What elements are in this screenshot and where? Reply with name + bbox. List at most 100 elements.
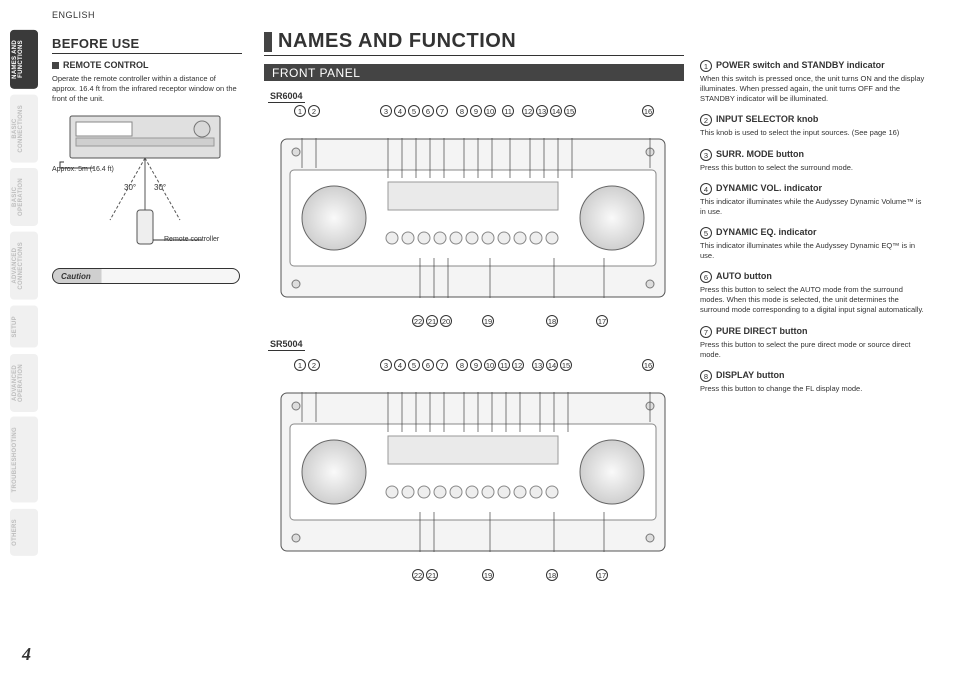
callout-17: 17 bbox=[596, 569, 608, 581]
before-use-heading: BEFORE USE bbox=[52, 36, 242, 54]
nav-tab[interactable]: SETUP bbox=[10, 306, 38, 348]
desc-item: 8 DISPLAY button Press this button to chan… bbox=[700, 370, 928, 394]
desc-item-body: This knob is used to select the input so… bbox=[700, 128, 928, 138]
descriptions-column: 1POWER switch and STANDBY indicatorWhen … bbox=[700, 60, 928, 404]
callout-11: 11 bbox=[502, 105, 514, 117]
page-title: NAMES AND FUNCTION bbox=[278, 30, 516, 53]
callout-22: 22 bbox=[412, 569, 424, 581]
model-label-sr6004: SR6004 bbox=[268, 91, 305, 103]
callout-1: 1 bbox=[294, 359, 306, 371]
callouts-sr5004-bottom: 2221191817 bbox=[264, 569, 682, 585]
desc-item-title: AUTO button bbox=[716, 271, 772, 282]
nav-tab[interactable]: ADVANCED CONNECTIONS bbox=[10, 232, 38, 300]
callouts-sr6004-top: 12345678910111213141516 bbox=[264, 105, 682, 121]
callout-14: 14 bbox=[546, 359, 558, 371]
callout-9: 9 bbox=[470, 105, 482, 117]
desc-item-heading: 6 AUTO button bbox=[700, 271, 928, 283]
callout-5: 5 bbox=[408, 105, 420, 117]
desc-item: 7PURE DIRECT button Press this button to … bbox=[700, 326, 928, 360]
callout-22: 22 bbox=[412, 315, 424, 327]
panel-sr6004-svg bbox=[280, 127, 666, 309]
nav-tab[interactable]: BASIC OPERATION bbox=[10, 168, 38, 226]
page-number: 4 bbox=[22, 644, 31, 665]
desc-item-heading: 8 DISPLAY button bbox=[700, 370, 928, 382]
distance-label: Approx. 5m (16.4 ft) bbox=[52, 166, 114, 173]
callout-12: 12 bbox=[512, 359, 524, 371]
model-label-sr5004: SR5004 bbox=[268, 339, 305, 351]
nav-tab[interactable]: NAMES AND FUNCTIONS bbox=[10, 30, 38, 89]
desc-item-heading: 5DYNAMIC EQ. indicator bbox=[700, 227, 928, 239]
section-bar: FRONT PANEL bbox=[264, 64, 684, 81]
callout-3: 3 bbox=[380, 105, 392, 117]
callout-3: 3 bbox=[380, 359, 392, 371]
desc-item-number: 4 bbox=[700, 183, 712, 195]
callout-19: 19 bbox=[482, 315, 494, 327]
desc-item-body: This indicator illuminates while the Aud… bbox=[700, 241, 928, 261]
title-tick-icon bbox=[264, 32, 272, 52]
nav-tab[interactable]: ADVANCED OPERATION bbox=[10, 354, 38, 412]
title-bar: NAMES AND FUNCTION bbox=[264, 30, 684, 56]
callout-13: 13 bbox=[536, 105, 548, 117]
desc-item-body: Press this button to select the pure dir… bbox=[700, 340, 928, 360]
desc-item: 5DYNAMIC EQ. indicator This indicator ill… bbox=[700, 227, 928, 261]
side-tabs: NAMES AND FUNCTIONS BASIC CONNECTIONS BASI… bbox=[10, 30, 38, 562]
callout-11: 11 bbox=[498, 359, 510, 371]
caution-text: Caution bbox=[61, 272, 91, 281]
caution-pill: Caution bbox=[52, 268, 240, 284]
desc-item-number: 8 bbox=[700, 370, 712, 382]
desc-item-heading: 7PURE DIRECT button bbox=[700, 326, 928, 338]
callout-10: 10 bbox=[484, 105, 496, 117]
desc-item-body: This indicator illuminates while the Aud… bbox=[700, 197, 928, 217]
desc-item-number: 5 bbox=[700, 227, 712, 239]
front-panel-sr6004: 12345678910111213141516 bbox=[264, 105, 682, 335]
callout-2: 2 bbox=[308, 359, 320, 371]
desc-item-title: DISPLAY button bbox=[716, 370, 785, 381]
callout-7: 7 bbox=[436, 359, 448, 371]
callout-19: 19 bbox=[482, 569, 494, 581]
desc-item-heading: 1POWER switch and STANDBY indicator bbox=[700, 60, 928, 72]
desc-item-title: INPUT SELECTOR knob bbox=[716, 114, 818, 125]
desc-item-heading: 3 SURR. MODE button bbox=[700, 149, 928, 161]
callout-17: 17 bbox=[596, 315, 608, 327]
desc-item-number: 3 bbox=[700, 149, 712, 161]
desc-item: 3 SURR. MODE button Press this button to s… bbox=[700, 149, 928, 173]
callout-10: 10 bbox=[484, 359, 496, 371]
desc-item: 6AUTO buttonPress this button to select … bbox=[700, 271, 928, 315]
desc-item-number: 6 bbox=[700, 271, 712, 283]
callout-20: 20 bbox=[440, 315, 452, 327]
nav-tab[interactable]: BASIC CONNECTIONS bbox=[10, 95, 38, 163]
remote-control-subheading: REMOTE CONTROL bbox=[52, 60, 242, 70]
desc-item-title: PURE DIRECT button bbox=[716, 326, 808, 337]
center-column: NAMES AND FUNCTION FRONT PANEL SR6004 12… bbox=[264, 30, 684, 589]
desc-item-body: Press this button to select the surround… bbox=[700, 163, 928, 173]
desc-item-number: 2 bbox=[700, 114, 712, 126]
callout-6: 6 bbox=[422, 105, 434, 117]
callout-8: 8 bbox=[456, 359, 468, 371]
desc-item: 4 DYNAMIC VOL. indicator This indicator il… bbox=[700, 183, 928, 217]
callout-16: 16 bbox=[642, 359, 654, 371]
desc-item-title: DYNAMIC VOL. indicator bbox=[716, 183, 822, 194]
front-panel-sr5004: 12345678910111213141516 bbox=[264, 359, 682, 589]
callout-7: 7 bbox=[436, 105, 448, 117]
desc-item-body: Press this button to change the FL displ… bbox=[700, 384, 928, 394]
callout-2: 2 bbox=[308, 105, 320, 117]
callout-4: 4 bbox=[394, 105, 406, 117]
desc-item-title: SURR. MODE button bbox=[716, 149, 804, 160]
nav-tab[interactable]: OTHERS bbox=[10, 509, 38, 556]
callout-15: 15 bbox=[560, 359, 572, 371]
remote-control-body: Operate the remote controller within a d… bbox=[52, 74, 242, 104]
desc-item-heading: 2 INPUT SELECTOR knob bbox=[700, 114, 928, 126]
angle-right: 30° bbox=[154, 183, 166, 192]
desc-item-heading: 4 DYNAMIC VOL. indicator bbox=[700, 183, 928, 195]
angle-left: 30° bbox=[124, 183, 136, 192]
callout-16: 16 bbox=[642, 105, 654, 117]
desc-item-number: 1 bbox=[700, 60, 712, 72]
callout-18: 18 bbox=[546, 315, 558, 327]
callout-8: 8 bbox=[456, 105, 468, 117]
callout-12: 12 bbox=[522, 105, 534, 117]
callout-4: 4 bbox=[394, 359, 406, 371]
callouts-sr5004-top: 12345678910111213141516 bbox=[264, 359, 682, 375]
nav-tab[interactable]: TROUBLESHOOTING bbox=[10, 417, 38, 503]
callout-13: 13 bbox=[532, 359, 544, 371]
callout-9: 9 bbox=[470, 359, 482, 371]
